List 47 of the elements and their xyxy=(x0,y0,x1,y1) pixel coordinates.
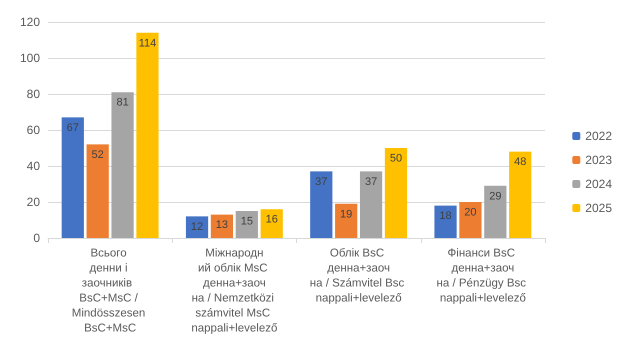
data-label: 18 xyxy=(439,210,452,222)
data-label: 81 xyxy=(116,96,129,109)
data-label: 12 xyxy=(190,220,204,233)
data-label: 29 xyxy=(489,190,502,202)
bar xyxy=(434,206,457,238)
data-label: 15 xyxy=(240,216,253,228)
bar xyxy=(236,211,258,238)
y-tick-label: 100 xyxy=(20,51,40,65)
x-tick-label: Облік BsC денна+заочна / Számvitel Bsc nappali+levelező xyxy=(310,248,408,304)
bar xyxy=(260,209,283,238)
data-label: 48 xyxy=(514,156,526,168)
data-label: 52 xyxy=(92,148,104,161)
y-tick-label: 40 xyxy=(26,159,40,173)
x-tick-label: Фінанси BsC денна+заочна / Pénzügy Bsc nappali+levelező xyxy=(436,248,530,304)
bar xyxy=(360,171,382,238)
data-label: 20 xyxy=(464,206,477,218)
y-tick-label: 20 xyxy=(26,195,40,209)
bar xyxy=(210,214,234,238)
legend-label: 2024 xyxy=(585,177,612,191)
bar xyxy=(86,144,109,238)
bar xyxy=(310,171,332,238)
bar xyxy=(62,117,84,238)
y-tick-label: 0 xyxy=(33,231,40,245)
x-tick-label: Міжнародний облік MsC денна+заочна / Nemzetközi számvitel MsC nappali+levelező xyxy=(191,248,278,334)
legend-label: 2022 xyxy=(585,129,612,143)
data-label: 67 xyxy=(66,122,79,134)
data-label: 37 xyxy=(364,176,378,188)
legend-label: 2023 xyxy=(585,153,612,167)
data-label: 50 xyxy=(390,152,402,164)
data-label: 16 xyxy=(266,214,278,226)
bar xyxy=(335,204,358,238)
data-label: 114 xyxy=(138,37,156,50)
bar xyxy=(459,202,482,238)
bar xyxy=(384,148,408,238)
y-tick-label: 60 xyxy=(26,123,40,137)
bar xyxy=(186,216,208,238)
x-tick-label: Всього денни і заочників BsC+MsC / Mindösszesen BsC+MsC xyxy=(72,248,148,334)
y-tick-label: 80 xyxy=(26,87,40,101)
data-label: 13 xyxy=(216,219,228,232)
bar xyxy=(484,186,506,238)
data-label: 37 xyxy=(315,176,328,188)
bar xyxy=(136,32,159,238)
legend-label: 2025 xyxy=(585,201,612,215)
bar xyxy=(509,152,532,238)
y-tick-label: 120 xyxy=(20,15,40,29)
bar xyxy=(111,92,134,238)
data-label: 19 xyxy=(340,208,352,220)
